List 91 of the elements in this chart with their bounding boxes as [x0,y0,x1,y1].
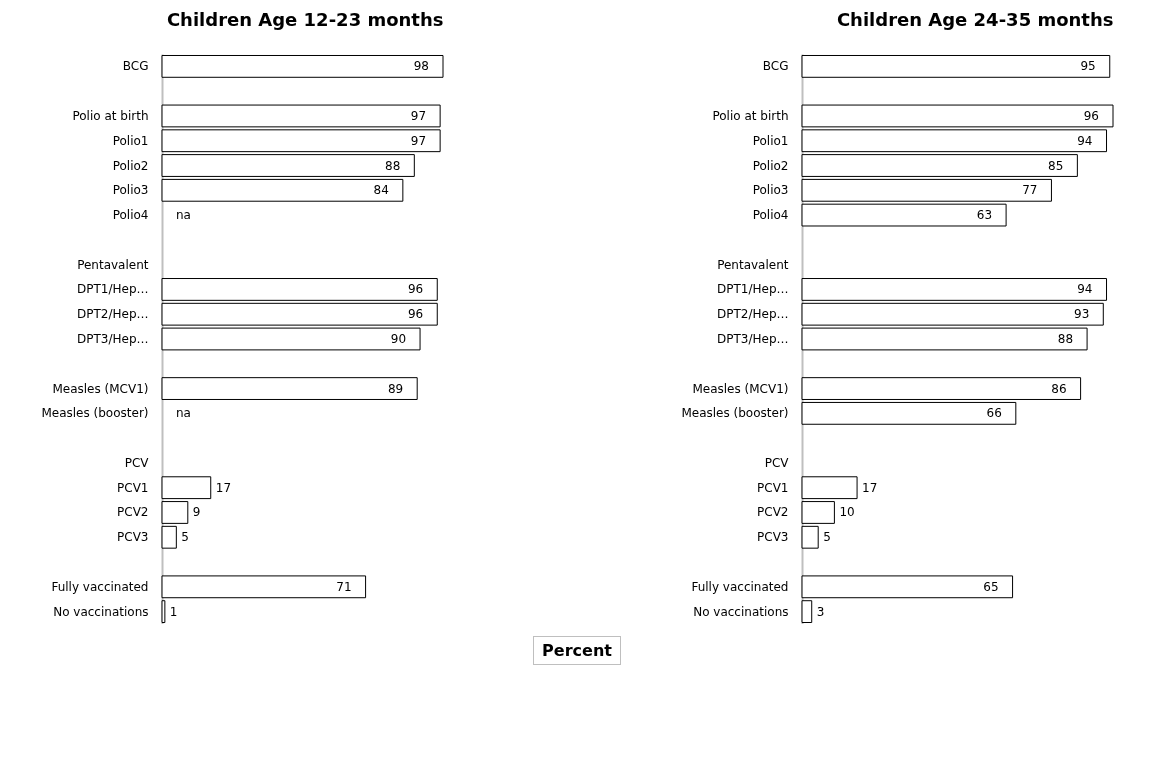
bar [801,278,1108,301]
y-tick-label: DPT2/Hep… [716,307,789,322]
bar [801,575,1014,599]
bar [161,154,415,177]
bar [801,178,1052,202]
bar [161,476,212,500]
bar [161,377,418,400]
data-label: 65 [983,579,999,594]
y-tick-label: Fully vaccinated [691,579,789,594]
chart-title: Children Age 12-23 months [166,9,444,30]
data-label: 17 [215,480,232,495]
data-label: 66 [986,406,1002,421]
y-tick-label: Polio4 [752,208,789,223]
y-tick-label: DPT1/Hep… [76,282,149,297]
data-label: 90 [390,332,407,346]
y-tick-label: No vaccinations [693,604,789,619]
data-label: 93 [1074,307,1090,322]
y-tick-label: Pentavalent [77,257,149,272]
y-tick-label: DPT3/Hep… [716,332,789,346]
data-label: 63 [976,208,993,223]
bar [801,401,1017,425]
y-tick-label: Polio4 [112,208,149,223]
y-tick-label: Polio at birth [712,108,789,123]
data-label: 85 [1048,158,1064,173]
y-tick-label: Measles (MCV1) [692,381,789,396]
data-label: 97 [410,108,427,123]
y-tick-label: Polio2 [112,158,149,173]
data-label: 9 [192,505,201,520]
bar [801,203,1007,227]
chart-title: Children Age 24-35 months [836,9,1114,30]
data-label: 96 [407,282,424,297]
y-tick-label: PCV3 [757,530,789,545]
y-tick-label: PCV [124,455,150,470]
data-label: 5 [181,530,189,545]
y-tick-label: Measles (booster) [681,406,789,421]
bar [801,154,1078,177]
data-label: 71 [336,579,352,594]
bar [801,525,819,549]
y-tick-label: Measles (booster) [41,406,149,421]
data-label: 89 [387,381,404,396]
y-tick-label: No vaccinations [53,604,149,619]
data-label: 88 [385,158,401,173]
data-label: 1 [169,604,178,619]
y-tick-label: DPT1/Hep… [716,282,789,297]
bar [161,501,189,524]
bar [161,575,367,599]
y-tick-label: Fully vaccinated [51,579,149,594]
y-tick-label: Polio3 [112,183,149,198]
y-tick-label: Polio1 [112,133,149,148]
data-label: 97 [410,133,427,148]
text: Percent [533,636,621,665]
y-tick-label: PCV [764,455,790,470]
bar [161,178,404,202]
data-label: 95 [1080,59,1096,74]
data-label: 88 [1057,332,1074,346]
bar [801,377,1082,400]
y-tick-label: BCG [762,59,789,74]
y-tick-label: Polio2 [752,158,789,173]
text: na [176,406,191,421]
data-label: 3 [816,604,825,619]
y-tick-label: DPT2/Hep… [76,307,149,322]
data-label: 96 [1083,108,1099,123]
y-tick-label: PCV1 [117,480,149,495]
bar [161,525,177,549]
data-label: 5 [823,530,831,545]
data-label: 10 [839,505,855,520]
bar [801,54,1111,78]
data-label: 96 [407,307,424,322]
bar [161,278,438,301]
data-label: 17 [862,480,878,495]
data-label: 86 [1051,381,1067,396]
y-tick-label: Polio1 [752,133,789,148]
data-label: 98 [413,59,429,74]
y-tick-label: BCG [122,59,149,74]
data-label: 77 [1022,183,1038,198]
bar [801,501,835,524]
bar [161,54,444,78]
y-tick-label: PCV1 [757,480,789,495]
data-label: 94 [1077,282,1093,297]
y-tick-label: DPT3/Hep… [76,332,149,346]
y-tick-label: PCV2 [757,505,789,520]
data-label: 84 [373,183,389,198]
y-tick-label: PCV3 [117,530,149,545]
y-tick-label: PCV2 [117,505,149,520]
y-tick-label: Measles (MCV1) [52,381,149,396]
y-tick-label: Polio at birth [72,108,149,123]
y-tick-label: Pentavalent [717,257,789,272]
text: na [176,208,191,223]
y-tick-label: Polio3 [752,183,789,198]
data-label: 94 [1077,133,1093,148]
bar [801,476,858,500]
